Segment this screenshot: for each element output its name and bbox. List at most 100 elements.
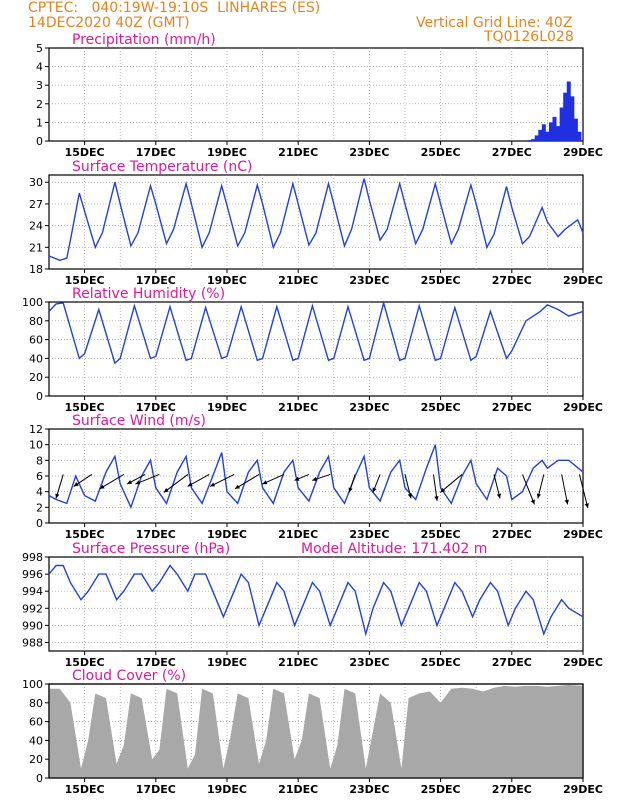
temp-ytick-label: 27 <box>29 198 43 211</box>
pressure-title: Surface Pressure (hPa) <box>72 541 230 557</box>
wind-arrow-head <box>73 482 79 487</box>
wind-ytick-label: 4 <box>36 486 43 499</box>
wind-panel: 0 2 4 6 8 10 12 15DEC 17DEC 19DEC 21DEC 23DEC 25DEC 2… <box>29 413 603 541</box>
cloud-ytick-label: 20 <box>29 753 43 766</box>
cloud-ytick-label: 100 <box>22 678 43 691</box>
precip-xtick-label: 29DEC <box>563 146 603 159</box>
precip-xtick-label: 27DEC <box>492 146 532 159</box>
wind-ytick-label: 10 <box>29 439 43 452</box>
wind-arrow-head <box>187 482 193 487</box>
temp-xtick-label: 25DEC <box>421 274 461 287</box>
cloud-xtick-label: 29DEC <box>563 783 603 796</box>
wind-ytick-label: 8 <box>36 454 43 467</box>
wind-arrow <box>163 474 189 493</box>
wind-arrow-head <box>584 503 589 508</box>
rh-ytick-label: 100 <box>22 296 43 309</box>
wind-arrow-head <box>127 480 133 484</box>
precip-xtick-label: 23DEC <box>349 146 389 159</box>
wind-title: Surface Wind (m/s) <box>72 413 206 429</box>
pressure-ytick-label: 990 <box>22 619 43 632</box>
rh-xtick-label: 25DEC <box>421 401 461 414</box>
rh-xtick-label: 29DEC <box>563 401 603 414</box>
wind-arrow-head <box>434 496 439 501</box>
precip-ytick-label: 2 <box>36 98 43 111</box>
precip-bar <box>559 107 564 141</box>
precip-title: Precipitation (mm/h) <box>72 32 216 48</box>
precip-bar <box>563 92 568 141</box>
cloud-title: Cloud Cover (%) <box>72 668 186 684</box>
wind-arrow-head <box>262 480 268 485</box>
precip-bar <box>531 139 536 141</box>
precip-xtick-label: 15DEC <box>65 146 105 159</box>
wind-arrow-head <box>440 487 446 493</box>
temp-xtick-label: 17DEC <box>136 274 176 287</box>
rh-xtick-label: 27DEC <box>492 401 532 414</box>
precip-xtick-label: 21DEC <box>278 146 318 159</box>
wind-xtick-label: 23DEC <box>349 528 389 541</box>
cloud-xtick-label: 17DEC <box>136 783 176 796</box>
cloud-xtick-label: 25DEC <box>421 783 461 796</box>
cloud-panel: 0 20 40 60 80 100 15DEC 17DEC 19DEC 21DEC 23DEC 25D… <box>22 668 603 796</box>
rh-ytick-label: 80 <box>29 315 43 328</box>
pressure-xtick-label: 19DEC <box>207 656 247 669</box>
wind-arrow-head <box>496 493 501 499</box>
wind-ytick-label: 6 <box>36 470 43 483</box>
wind-arrow-head <box>530 499 535 505</box>
wind-arrow <box>522 474 535 505</box>
pressure-ytick-label: 994 <box>22 585 43 598</box>
pressure-xtick-label: 25DEC <box>421 656 461 669</box>
precip-panel: 0 1 2 3 4 5 15DEC 17DEC 19DEC 21DEC 23DEC 25DEC 27DE… <box>36 32 603 159</box>
cloud-xtick-label: 21DEC <box>278 783 318 796</box>
pressure-series-line <box>48 564 584 637</box>
precip-bar <box>545 131 550 141</box>
temp-panel: 18 21 24 27 30 15DEC 17DEC 19DEC 21DEC 23DEC 25DEC… <box>29 159 603 287</box>
precip-bar <box>527 140 532 141</box>
pressure-frame <box>48 556 584 652</box>
temp-ytick-label: 30 <box>29 176 43 189</box>
wind-arrow-head <box>99 484 105 489</box>
cloud-ytick-label: 60 <box>29 716 43 729</box>
cloud-xtick-label: 15DEC <box>65 783 105 796</box>
temp-ytick-label: 24 <box>29 220 43 233</box>
rh-ytick-label: 20 <box>29 371 43 384</box>
cloud-xtick-label: 19DEC <box>207 783 247 796</box>
wind-arrow <box>234 474 260 490</box>
wind-xtick-label: 15DEC <box>65 528 105 541</box>
wind-xtick-label: 25DEC <box>421 528 461 541</box>
rh-xtick-label: 23DEC <box>349 401 389 414</box>
precip-ytick-label: 3 <box>36 79 43 92</box>
wind-arrow <box>578 474 589 509</box>
temp-series-line <box>48 178 584 262</box>
rh-ytick-label: 60 <box>29 334 43 347</box>
wind-arrow-head <box>235 484 240 489</box>
cloud-xtick-label: 23DEC <box>349 783 389 796</box>
wind-arrow-head <box>372 487 377 493</box>
rh-series-line <box>48 300 584 365</box>
precip-bar <box>538 129 543 141</box>
wind-xtick-label: 19DEC <box>207 528 247 541</box>
wind-arrow-head <box>210 482 216 487</box>
precip-frame <box>48 47 584 142</box>
temp-xtick-label: 19DEC <box>207 274 247 287</box>
rh-ytick-label: 40 <box>29 352 43 365</box>
precip-bar <box>577 131 582 141</box>
precip-bar <box>556 126 561 141</box>
pressure-xtick-label: 21DEC <box>278 656 318 669</box>
cloud-frame-top <box>48 683 584 779</box>
temp-frame <box>48 174 584 270</box>
precip-bar <box>548 122 553 141</box>
wind-xtick-label: 27DEC <box>492 528 532 541</box>
temp-xtick-label: 21DEC <box>278 274 318 287</box>
cloud-area <box>49 684 583 778</box>
temp-title: Surface Temperature (nC) <box>72 159 253 175</box>
wind-arrow-head <box>536 493 541 499</box>
wind-arrow-head <box>55 493 60 499</box>
wind-arrow-head <box>407 493 412 499</box>
wind-arrow-head <box>348 487 353 493</box>
precip-bar <box>573 118 578 141</box>
wind-arrow-head <box>564 499 569 505</box>
pressure-xtick-label: 27DEC <box>492 656 532 669</box>
wind-arrow <box>440 474 463 493</box>
wind-ytick-label: 12 <box>29 423 43 436</box>
wind-ytick-label: 0 <box>36 517 43 530</box>
